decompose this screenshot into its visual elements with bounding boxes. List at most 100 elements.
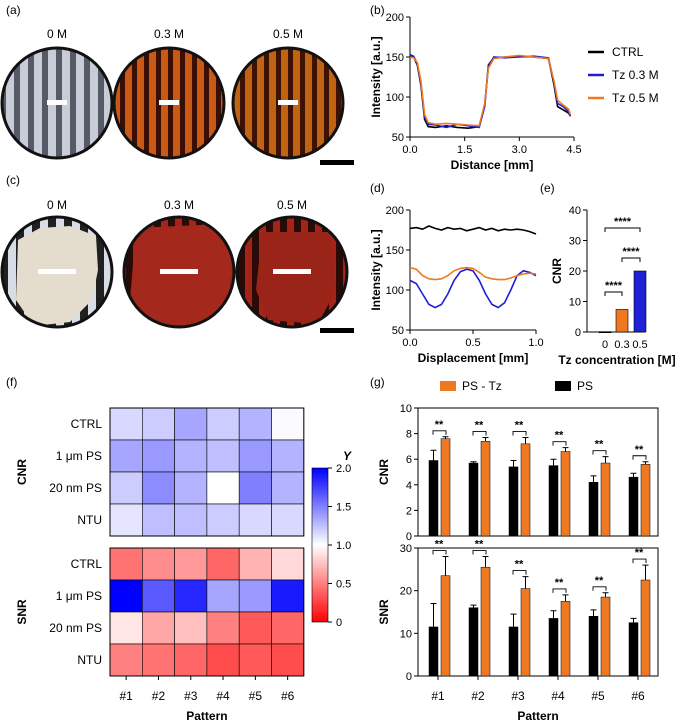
y-tick-label: 20 [569,266,581,278]
x-tick-label: #5 [249,689,263,703]
y-tick-label: 100 [386,285,404,297]
y-tick-label: 2 [406,505,412,517]
x-tick-label: 0 [602,339,608,351]
y-tick-label: 50 [392,132,404,144]
heatmap-cell-snr [174,611,208,645]
bar-snr-pstz [440,575,451,677]
heatmap-cell-cnr [142,439,175,473]
heatmap-cell-snr [142,547,175,581]
error-bar [482,556,489,568]
x-tick-label: 0.5 [465,337,480,349]
significance-bracket [632,455,647,460]
significance-bracket [512,570,527,575]
plot-frame [417,547,659,677]
error-bar [550,610,557,619]
y-tick-label: 6 [406,454,412,466]
significance-label: **** [622,246,640,258]
bar-cnr-pstz [440,438,451,537]
significance-label: **** [605,280,623,292]
x-tick-label: 1.0 [528,337,543,349]
bar-chart-e: 0 10 20 30 40 0 0.3 0.5 Tz concentration [M] CNR *… [550,205,676,367]
error-bar [482,436,489,442]
significance-label: ** [515,419,524,431]
significance-bracket [552,441,567,446]
significance-bracket [472,430,487,436]
significance-label: ** [595,575,604,587]
bar-cnr-pstz [640,464,651,537]
bar-cnr-pstz [600,462,611,537]
error-bar [562,447,569,452]
disc-label-a-1: 0.3 M [154,27,184,41]
significance-bracket [632,558,647,564]
x-axis-title: Pattern [517,709,558,723]
series-line-tz-0.5-m [409,54,572,127]
panel-label-e: (e) [540,181,555,195]
disc-c-2 [235,215,349,329]
error-bar [590,475,597,483]
bar-cnr-ps [428,460,439,537]
heatmap-cell-cnr [206,503,240,537]
y-tick-label: 0 [406,671,412,683]
heatmap-cell-snr [206,643,240,677]
legend-label: Tz 0.3 M [612,68,659,82]
error-bar [442,436,449,439]
significance-label: ** [475,539,484,551]
heatmap-cell-snr [206,547,240,581]
heatmap-cell-cnr [174,471,208,505]
significance-bracket [604,291,623,296]
disc-a-0 [0,46,114,160]
x-tick-label: #6 [631,689,645,703]
y-tick-label: 4 [406,480,412,492]
x-tick-label: #1 [119,689,133,703]
bar-cnr-ps [508,466,519,537]
bar-cnr-pstz [480,441,491,537]
heatmap-cell-cnr [109,439,143,473]
heatmap-cell-cnr [109,503,143,537]
x-axis-title: Tz concentration [M] [558,353,675,367]
x-axis-title: Displacement [mm] [418,351,529,365]
panel-label-g: (g) [370,375,385,389]
legend-label: PS [577,379,593,393]
heatmap-cell-snr [271,643,305,677]
x-tick-label: 1.5 [457,144,472,156]
bar-cnr-pstz [560,451,571,537]
bar-snr-ps [628,622,639,677]
row-label: NTU [77,653,102,667]
error-bar [630,472,637,478]
significance-bracket [432,550,447,555]
significance-label: ** [435,419,444,431]
error-bar [510,613,517,627]
significance-bracket [592,450,607,455]
series-line-tz-0.3-m [409,268,537,309]
bar-cnr-pstz [520,443,531,537]
heatmap-cell-snr [206,611,240,645]
bar-snr-pstz [600,596,611,677]
heatmap-f: CTRL 1 μm PS 20 nm PS NTU CNR CTRL 1 μm PS 20 n… [15,407,352,723]
heatmap-cell-snr [142,611,175,645]
row-label: CTRL [71,557,103,571]
x-tick-label: 0.0 [402,144,417,156]
bar-snr-pstz [640,579,651,677]
heatmap-cell-snr [109,643,143,677]
heatmap-cell-cnr [238,503,272,537]
error-bar [430,602,437,627]
heatmap-cell-snr [271,579,305,613]
error-bar [630,617,637,623]
significance-bracket [552,588,567,593]
row-label: 1 μm PS [56,589,102,603]
error-bar [522,576,529,589]
row-label: CTRL [71,417,103,431]
heatmap-cell-cnr [271,503,305,537]
heatmap-cell-snr [271,547,305,581]
error-bar [470,461,477,464]
error-bar [590,609,597,617]
colorbar-tick-label: 0 [336,617,342,629]
significance-label: ** [555,577,564,589]
heatmap-cell-cnr [271,471,305,505]
row-label: 1 μm PS [56,449,102,463]
heatmap-cell-cnr [238,407,272,441]
y-tick-label: 30 [400,543,412,555]
heatmap-cell-cnr [174,503,208,537]
significance-label: ** [475,419,484,431]
bar-snr-pstz [520,588,531,677]
